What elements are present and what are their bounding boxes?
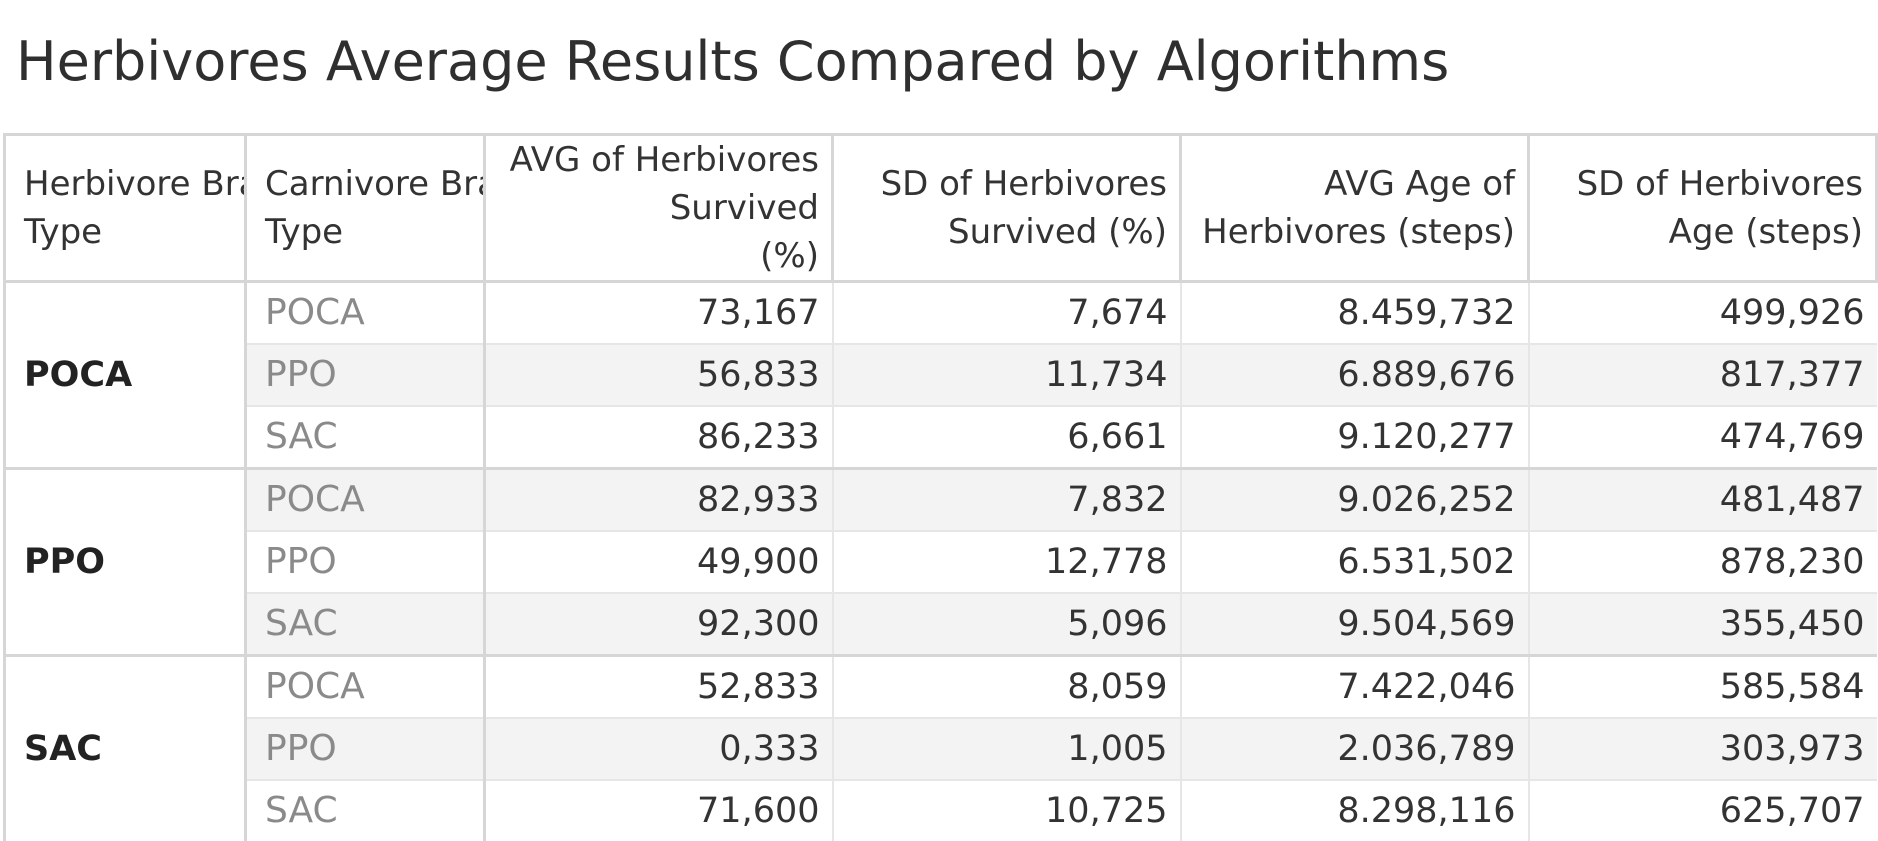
carnivore-brain-type-cell: POCA — [246, 656, 485, 719]
value-cell: 92,300 — [485, 593, 833, 656]
value-cell: 8,059 — [833, 656, 1181, 719]
column-header-line: SD of Herbivores — [1548, 160, 1863, 208]
value-cell: 9.120,277 — [1181, 406, 1529, 469]
value-cell: 0,333 — [485, 718, 833, 780]
value-cell: 355,450 — [1529, 593, 1877, 656]
column-header[interactable]: AVG of Herbivores Survived(%) — [485, 135, 833, 282]
results-table: Herbivore BrainType Carnivore BrainType … — [3, 133, 1878, 841]
value-cell: 7,832 — [833, 469, 1181, 532]
value-cell: 7.422,046 — [1181, 656, 1529, 719]
carnivore-brain-type-cell: PPO — [246, 344, 485, 406]
carnivore-brain-type-cell: POCA — [246, 282, 485, 345]
value-cell: 11,734 — [833, 344, 1181, 406]
value-cell: 6,661 — [833, 406, 1181, 469]
value-cell: 474,769 — [1529, 406, 1877, 469]
column-header[interactable]: Herbivore BrainType — [5, 135, 246, 282]
value-cell: 817,377 — [1529, 344, 1877, 406]
herbivore-brain-type-cell: POCA — [5, 282, 246, 469]
value-cell: 7,674 — [833, 282, 1181, 345]
value-cell: 8.298,116 — [1181, 780, 1529, 841]
value-cell: 10,725 — [833, 780, 1181, 841]
value-cell: 8.459,732 — [1181, 282, 1529, 345]
value-cell: 6.531,502 — [1181, 531, 1529, 593]
column-header-line: SD of Herbivores — [852, 160, 1167, 208]
value-cell: 303,973 — [1529, 718, 1877, 780]
value-cell: 9.504,569 — [1181, 593, 1529, 656]
column-header-line: AVG Age of — [1200, 160, 1515, 208]
herbivore-brain-type-cell: SAC — [5, 656, 246, 841]
carnivore-brain-type-cell: SAC — [246, 593, 485, 656]
carnivore-brain-type-cell: SAC — [246, 780, 485, 841]
value-cell: 5,096 — [833, 593, 1181, 656]
value-cell: 49,900 — [485, 531, 833, 593]
column-header-line: (%) — [504, 232, 819, 280]
column-header-line: Carnivore Brain — [265, 160, 471, 208]
value-cell: 52,833 — [485, 656, 833, 719]
value-cell: 878,230 — [1529, 531, 1877, 593]
value-cell: 12,778 — [833, 531, 1181, 593]
value-cell: 499,926 — [1529, 282, 1877, 345]
value-cell: 6.889,676 — [1181, 344, 1529, 406]
value-cell: 86,233 — [485, 406, 833, 469]
column-header-line: Type — [265, 208, 471, 256]
results-table-container: Herbivore BrainType Carnivore BrainType … — [3, 133, 1878, 798]
value-cell: 73,167 — [485, 282, 833, 345]
value-cell: 82,933 — [485, 469, 833, 532]
value-cell: 2.036,789 — [1181, 718, 1529, 780]
carnivore-brain-type-cell: PPO — [246, 531, 485, 593]
header-row: Herbivore BrainType Carnivore BrainType … — [5, 135, 1877, 282]
column-header-line: Age (steps) — [1548, 208, 1863, 256]
column-header-line: Type — [24, 208, 232, 256]
value-cell: 56,833 — [485, 344, 833, 406]
herbivore-brain-type-cell: PPO — [5, 469, 246, 656]
carnivore-brain-type-cell: SAC — [246, 406, 485, 469]
value-cell: 625,707 — [1529, 780, 1877, 841]
value-cell: 9.026,252 — [1181, 469, 1529, 532]
column-header-line: Herbivore Brain — [24, 160, 232, 208]
carnivore-brain-type-cell: POCA — [246, 469, 485, 532]
value-cell: 1,005 — [833, 718, 1181, 780]
column-header-line: AVG of Herbivores Survived — [504, 136, 819, 232]
chart-title: Herbivores Average Results Compared by A… — [16, 28, 1449, 96]
value-cell: 585,584 — [1529, 656, 1877, 719]
value-cell: 481,487 — [1529, 469, 1877, 532]
column-header-line: Survived (%) — [852, 208, 1167, 256]
column-header-line: Herbivores (steps) — [1200, 208, 1515, 256]
carnivore-brain-type-cell: PPO — [246, 718, 485, 780]
column-header[interactable]: Carnivore BrainType — [246, 135, 485, 282]
value-cell: 71,600 — [485, 780, 833, 841]
